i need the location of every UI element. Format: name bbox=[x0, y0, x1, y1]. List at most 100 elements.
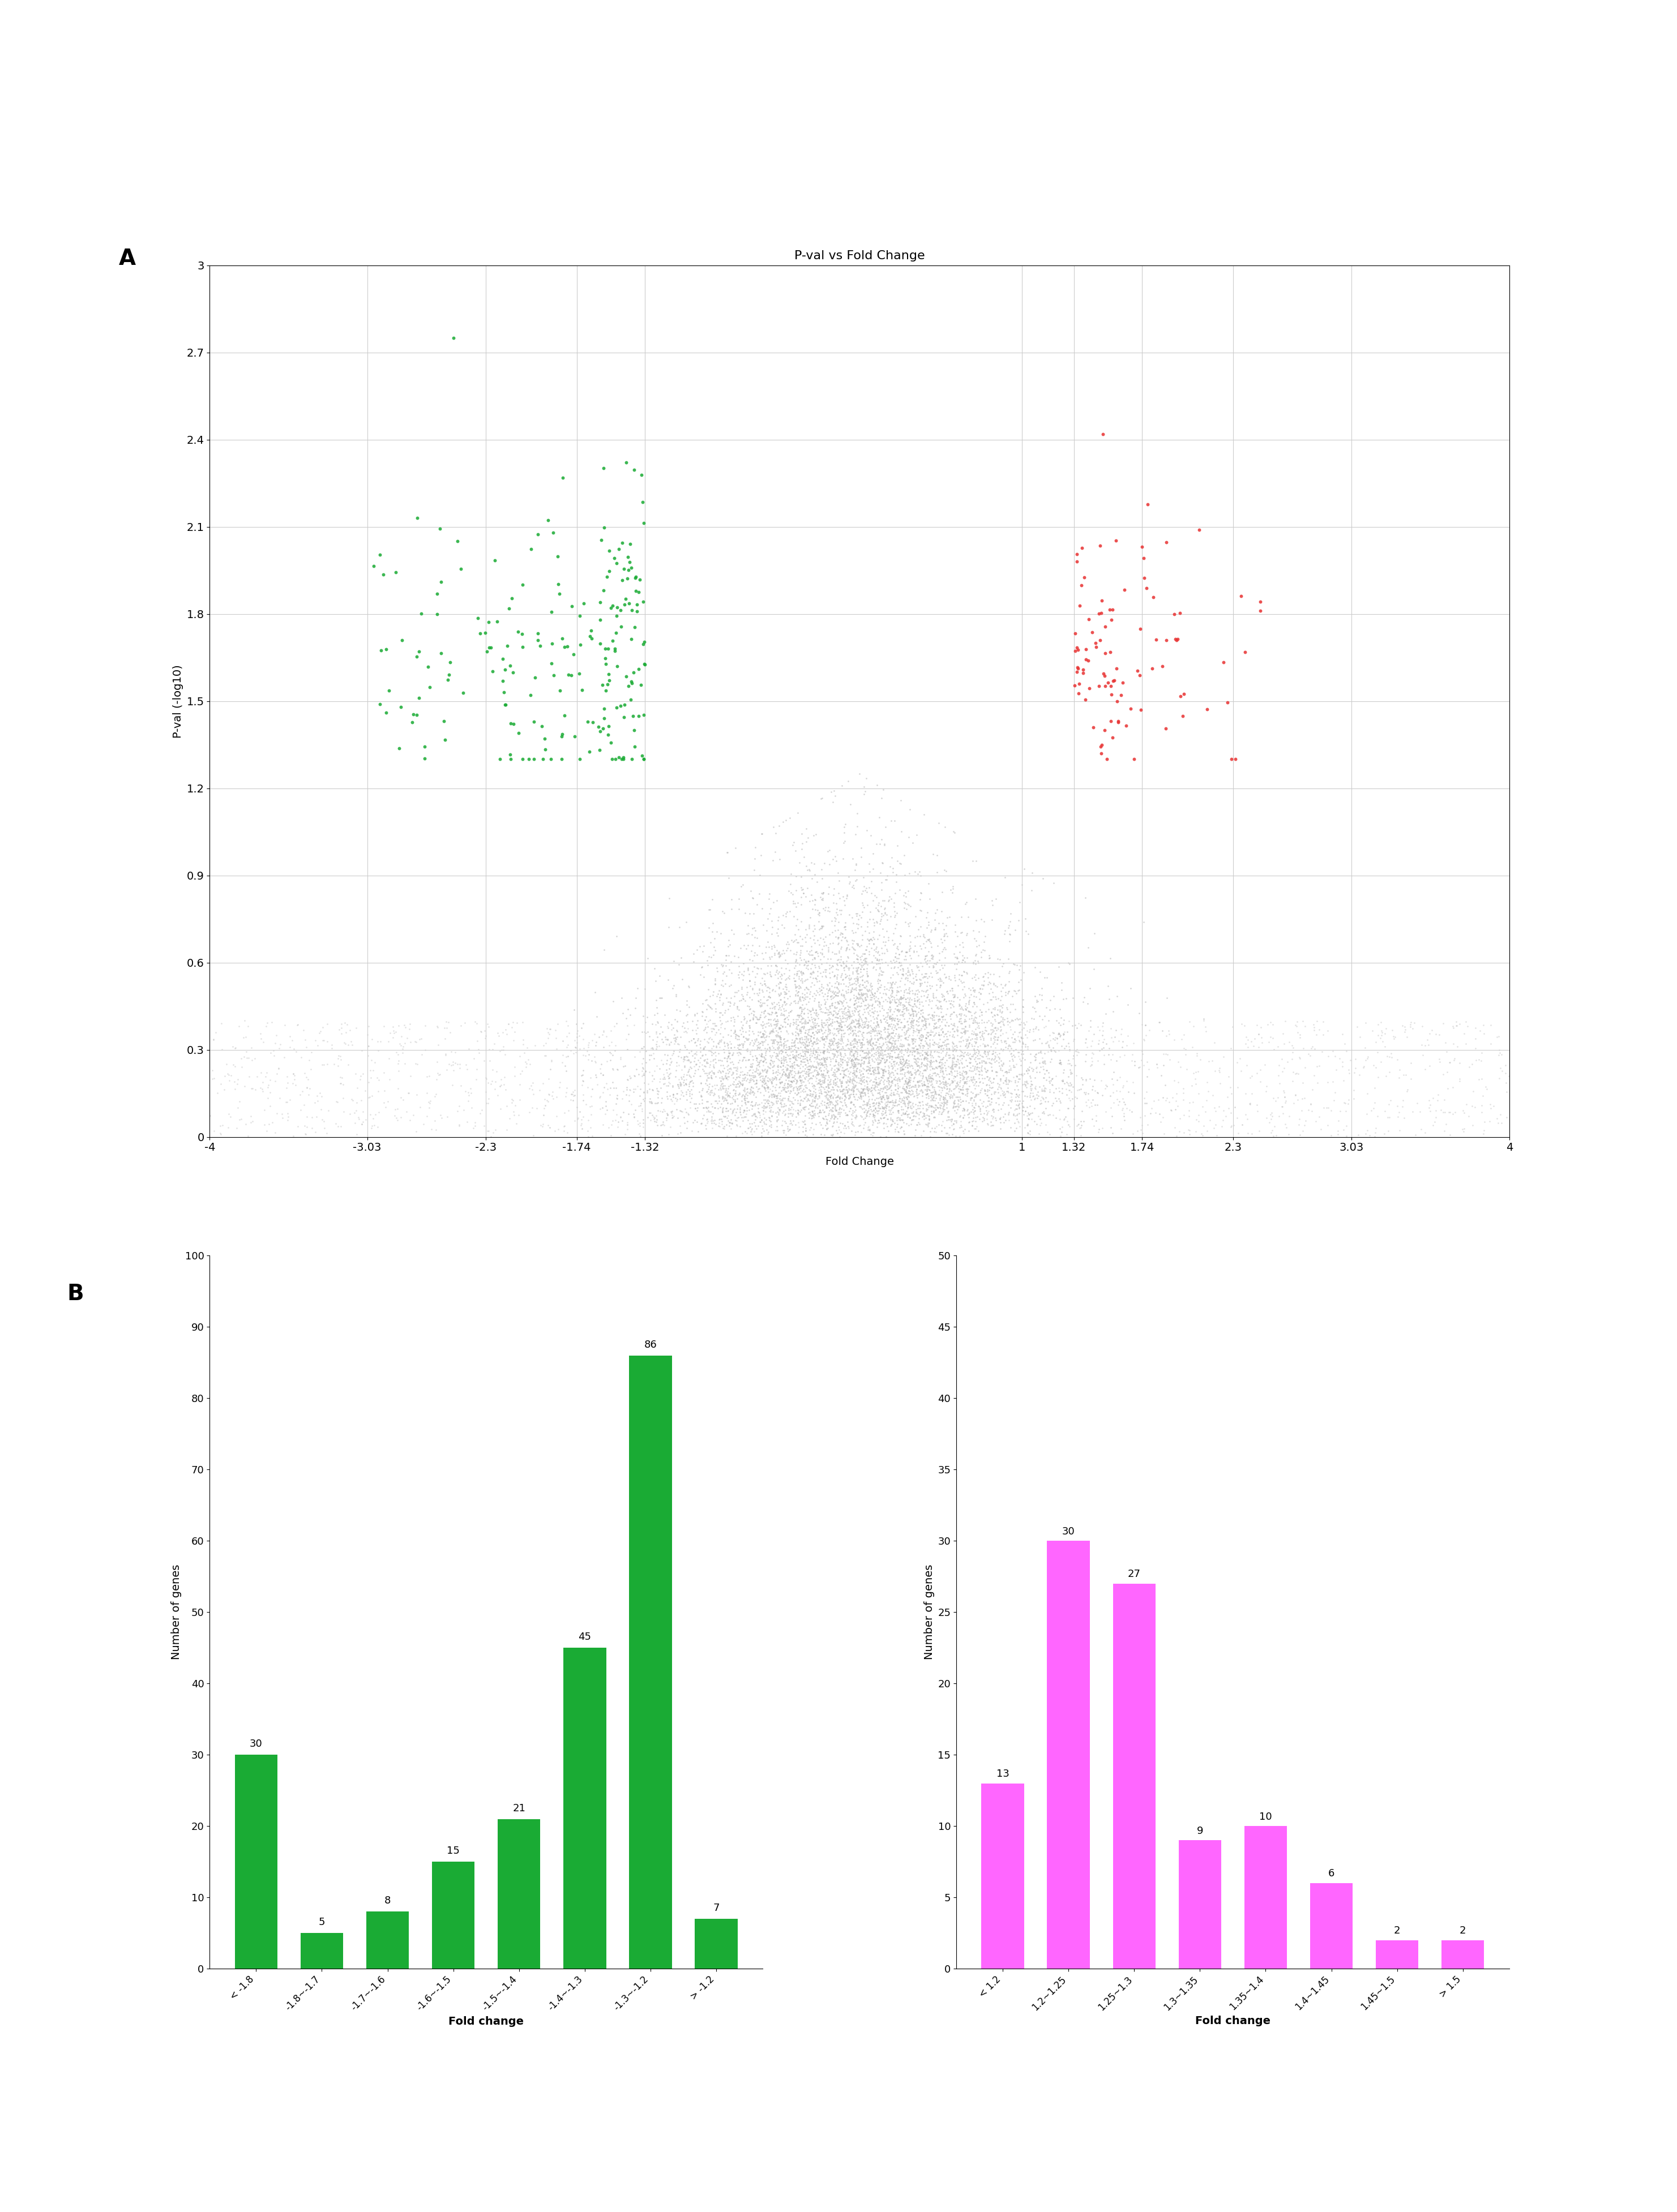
Point bbox=[927, 1042, 954, 1077]
Point bbox=[676, 1066, 703, 1102]
Point bbox=[815, 942, 842, 978]
Point bbox=[813, 982, 840, 1018]
Point bbox=[1224, 1099, 1251, 1135]
Point bbox=[569, 1057, 595, 1093]
Point bbox=[765, 1024, 792, 1060]
Point bbox=[956, 984, 983, 1020]
Point bbox=[781, 978, 808, 1013]
Point bbox=[892, 1042, 919, 1077]
Point bbox=[703, 967, 729, 1002]
Point bbox=[889, 1035, 916, 1071]
Point bbox=[907, 1088, 934, 1124]
Point bbox=[760, 1086, 787, 1121]
Point bbox=[792, 1022, 818, 1057]
Point bbox=[944, 1013, 971, 1048]
Point bbox=[698, 1037, 724, 1073]
Point bbox=[741, 852, 768, 887]
Point bbox=[780, 960, 807, 995]
Point bbox=[833, 1097, 860, 1133]
Point bbox=[875, 1055, 902, 1091]
Point bbox=[823, 1031, 850, 1066]
Point bbox=[844, 907, 870, 942]
Point bbox=[765, 1024, 792, 1060]
Point bbox=[793, 1119, 820, 1155]
Point bbox=[793, 945, 820, 980]
Point bbox=[961, 960, 988, 995]
Point bbox=[815, 1086, 842, 1121]
Point bbox=[491, 1066, 518, 1102]
Point bbox=[763, 1018, 790, 1053]
Point bbox=[877, 984, 904, 1020]
Point bbox=[1035, 1055, 1062, 1091]
Point bbox=[914, 1068, 941, 1104]
Point bbox=[741, 1099, 768, 1135]
Point bbox=[683, 1104, 709, 1139]
Point bbox=[944, 1055, 971, 1091]
Point bbox=[1191, 1002, 1218, 1037]
Point bbox=[828, 1009, 855, 1044]
Point bbox=[902, 993, 929, 1029]
Point bbox=[847, 973, 874, 1009]
Point bbox=[993, 1024, 1020, 1060]
Point bbox=[909, 1018, 936, 1053]
Point bbox=[1114, 1091, 1140, 1126]
Point bbox=[823, 1093, 850, 1128]
Point bbox=[785, 1060, 812, 1095]
Point bbox=[738, 1048, 765, 1084]
Point bbox=[896, 964, 922, 1000]
Point bbox=[904, 1108, 931, 1144]
Point bbox=[775, 1068, 802, 1104]
Point bbox=[651, 1057, 678, 1093]
Point bbox=[859, 1117, 885, 1152]
Point bbox=[875, 878, 902, 914]
Point bbox=[1020, 1013, 1046, 1048]
Point bbox=[986, 1044, 1013, 1079]
Point bbox=[874, 1060, 901, 1095]
Point bbox=[676, 1057, 703, 1093]
Point bbox=[475, 1086, 501, 1121]
Point bbox=[813, 1075, 840, 1110]
Point bbox=[693, 1108, 719, 1144]
Point bbox=[822, 1066, 849, 1102]
Point bbox=[1451, 1095, 1477, 1130]
Point bbox=[639, 1086, 666, 1121]
Point bbox=[765, 1071, 792, 1106]
Point bbox=[988, 1046, 1015, 1082]
Point bbox=[1015, 1106, 1041, 1141]
Point bbox=[825, 1000, 852, 1035]
Point bbox=[939, 987, 966, 1022]
Point bbox=[1098, 719, 1125, 754]
Point bbox=[978, 1066, 1005, 1102]
Point bbox=[818, 1117, 845, 1152]
Point bbox=[683, 1029, 709, 1064]
Point bbox=[776, 1037, 803, 1073]
Point bbox=[751, 936, 778, 971]
Point bbox=[847, 1066, 874, 1102]
Point bbox=[976, 1073, 1003, 1108]
Point bbox=[711, 1099, 738, 1135]
Point bbox=[828, 1068, 855, 1104]
Point bbox=[875, 1064, 902, 1099]
Point bbox=[614, 1062, 641, 1097]
Point bbox=[746, 1057, 773, 1093]
Point bbox=[201, 1062, 228, 1097]
Point bbox=[501, 1013, 528, 1048]
Point bbox=[964, 1033, 991, 1068]
Point bbox=[1441, 1040, 1467, 1075]
Point bbox=[766, 1055, 793, 1091]
Point bbox=[953, 1055, 979, 1091]
Point bbox=[1430, 1006, 1457, 1042]
Point bbox=[798, 1084, 825, 1119]
Point bbox=[919, 949, 946, 984]
Point bbox=[998, 1004, 1025, 1040]
Point bbox=[797, 1077, 823, 1113]
Point bbox=[765, 956, 792, 991]
Point bbox=[902, 1031, 929, 1066]
Point bbox=[884, 989, 911, 1024]
Point bbox=[867, 969, 894, 1004]
Point bbox=[793, 1071, 820, 1106]
Point bbox=[984, 1075, 1011, 1110]
Point bbox=[961, 1091, 988, 1126]
Point bbox=[792, 1006, 818, 1042]
Point bbox=[676, 1048, 703, 1084]
